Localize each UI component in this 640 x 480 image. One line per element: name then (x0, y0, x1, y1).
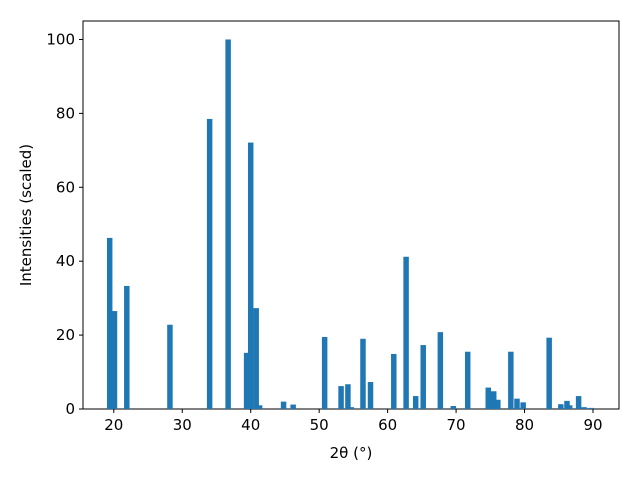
y-axis-label: Intensities (scaled) (17, 144, 35, 286)
bar (111, 311, 118, 409)
x-axis-label: 2θ (°) (330, 444, 373, 462)
bar (508, 351, 514, 409)
bar (225, 39, 231, 409)
x-tick-label: 80 (515, 416, 534, 434)
bar (253, 308, 259, 409)
x-tick-label: 50 (310, 416, 329, 434)
bar (581, 407, 587, 409)
y-tick-label: 60 (56, 178, 75, 196)
bar (588, 407, 594, 409)
bar (360, 338, 366, 409)
bar (495, 399, 501, 409)
bar (437, 332, 444, 409)
x-tick-label: 40 (241, 416, 260, 434)
x-tick-label: 30 (173, 416, 192, 434)
x-tick-label: 70 (447, 416, 466, 434)
bar (124, 285, 130, 409)
y-tick-label: 80 (56, 104, 75, 122)
bar (490, 391, 497, 409)
bar (558, 404, 564, 409)
y-tick-label: 20 (56, 326, 75, 344)
bar (412, 396, 419, 409)
bar (485, 387, 491, 409)
bar (420, 345, 426, 409)
x-tick-label: 60 (378, 416, 397, 434)
bar (391, 353, 397, 409)
bar (345, 384, 351, 409)
y-tick-label: 40 (56, 252, 75, 270)
bar (290, 404, 296, 409)
bar (403, 256, 409, 409)
plot-frame (82, 20, 620, 410)
bar (575, 396, 582, 409)
bar (546, 337, 552, 409)
bar (348, 407, 355, 409)
y-tick-label: 0 (65, 400, 75, 418)
y-tick-label: 100 (46, 30, 75, 48)
x-tick-label: 20 (104, 416, 123, 434)
bar (256, 405, 263, 409)
bar (464, 351, 471, 409)
bar (167, 324, 173, 409)
bar (106, 237, 113, 409)
bar (321, 336, 328, 409)
bar (520, 402, 526, 409)
bar (338, 386, 344, 409)
bar (566, 405, 573, 409)
bar (280, 401, 287, 409)
x-tick-label: 90 (583, 416, 602, 434)
bar (206, 118, 213, 409)
bar (564, 400, 570, 409)
bar (450, 406, 457, 409)
bar (243, 352, 250, 409)
bar (367, 382, 374, 409)
bar (247, 142, 254, 409)
bar (514, 398, 520, 409)
